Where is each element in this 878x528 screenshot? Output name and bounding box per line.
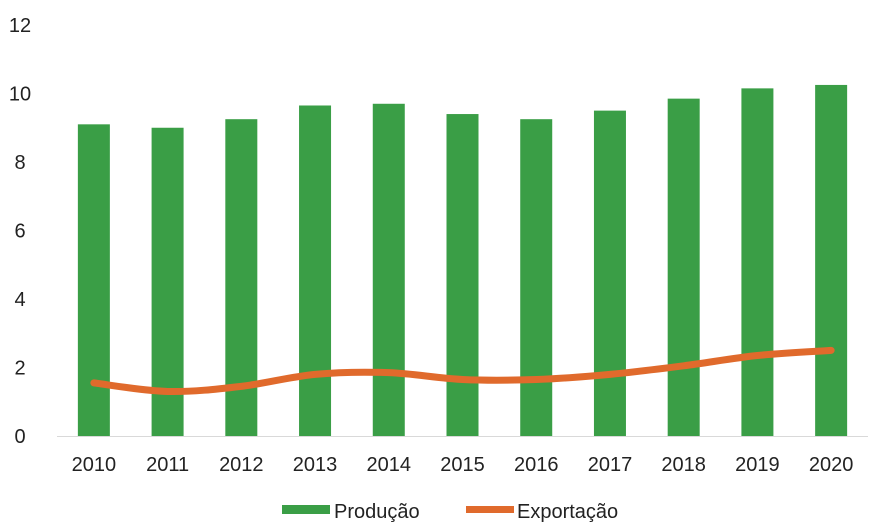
y-tick-label: 6 — [14, 221, 25, 243]
bar — [741, 88, 774, 437]
legend-item-bar: Produção — [282, 501, 420, 523]
y-axis: 0 2 4 6 8 10 12 — [9, 15, 31, 448]
x-tick-label: 2018 — [661, 454, 706, 476]
y-tick-label: 10 — [9, 84, 31, 106]
y-tick-label: 4 — [14, 289, 25, 311]
y-tick-label: 2 — [14, 358, 25, 380]
bar — [815, 84, 848, 436]
x-tick-label: 2017 — [588, 454, 633, 476]
bar — [667, 98, 700, 436]
legend-label-bar: Produção — [334, 501, 420, 523]
legend-swatch-bar — [282, 505, 330, 514]
x-tick-label: 2015 — [440, 454, 485, 476]
y-tick-label: 12 — [9, 15, 31, 37]
y-tick-label: 8 — [14, 152, 25, 174]
bar-series — [77, 84, 848, 437]
bar — [299, 105, 332, 437]
x-tick-label: 2010 — [72, 454, 117, 476]
bar — [520, 119, 553, 436]
x-tick-label: 2011 — [146, 454, 189, 476]
x-tick-label: 2020 — [809, 454, 854, 476]
bar — [446, 114, 479, 437]
line-series — [90, 346, 835, 396]
y-tick-label: 0 — [14, 426, 25, 448]
bar — [77, 124, 110, 436]
x-tick-label: 2013 — [293, 454, 338, 476]
x-tick-label: 2016 — [514, 454, 559, 476]
legend: Produção Exportação — [282, 501, 618, 523]
x-tick-label: 2019 — [735, 454, 780, 476]
x-axis: 2010 2011 2012 2013 2014 2015 2016 2017 2018 2019… — [72, 454, 854, 476]
legend-label-line: Exportação — [517, 501, 618, 523]
legend-item-line: Exportação — [466, 501, 618, 523]
bar — [151, 127, 184, 436]
bar — [372, 103, 405, 437]
bar — [593, 110, 626, 436]
x-tick-label: 2014 — [367, 454, 412, 476]
x-tick-label: 2012 — [219, 454, 264, 476]
